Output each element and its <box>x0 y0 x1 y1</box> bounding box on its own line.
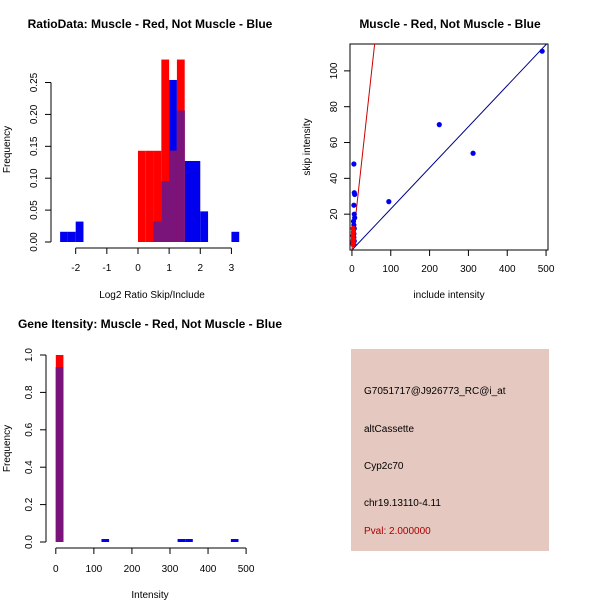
scatter-y-tick-label: 40 <box>329 172 340 184</box>
chromosome-location: chr19.13110-4.11 <box>364 498 441 509</box>
ratio_hist-x-tick-label: 0 <box>135 263 141 274</box>
ratio_hist-x-tick-label: 1 <box>166 263 172 274</box>
ratio_hist-bar-not_muscle <box>192 160 201 242</box>
intensity_hist-bar-overlap <box>55 367 64 542</box>
scatter-point-not-muscle <box>351 161 357 167</box>
intensity_hist-bar-not_muscle <box>230 539 239 542</box>
scatter-y-tick-label: 80 <box>329 101 340 113</box>
scatter-x-tick-label: 300 <box>460 264 477 275</box>
ratio_hist-y-tick-label: 0.25 <box>29 72 40 92</box>
intensity_hist-x-tick-label: 0 <box>53 564 59 575</box>
ratio_hist-y-tick-label: 0.05 <box>29 200 40 220</box>
ratio_hist-y-tick-label: 0.00 <box>29 232 40 252</box>
intensity_hist-x-tick-label: 200 <box>124 564 141 575</box>
ratio_hist-bar-overlap <box>176 110 185 242</box>
scatter-xlabel: include intensity <box>413 290 484 301</box>
scatter-point-muscle <box>350 242 356 248</box>
scatter-x-tick-label: 400 <box>499 264 516 275</box>
scatter-ylabel: skip intensity <box>302 118 313 175</box>
ratio_hist-bar-not_muscle <box>184 160 193 242</box>
intensity_hist-y-tick-label: 1.0 <box>24 348 35 362</box>
ratio_hist-x-tick-label: 3 <box>229 263 235 274</box>
intensity_hist-x-tick-label: 100 <box>86 564 103 575</box>
intensity_hist-x-tick-label: 300 <box>162 564 179 575</box>
ratio_hist-y-tick-label: 0.20 <box>29 104 40 124</box>
ratio_hist-bar-not_muscle <box>200 211 209 242</box>
ratio_hist-title: RatioData: Muscle - Red, Not Muscle - Bl… <box>28 17 273 31</box>
scatter-point-not-muscle <box>539 48 545 54</box>
scatter-point-not-muscle <box>436 122 442 128</box>
ratio_hist-ylabel: Frequency <box>2 126 13 173</box>
ratio_hist-bar-not_muscle <box>60 231 68 242</box>
ratio_hist-x-tick-label: 2 <box>197 263 203 274</box>
intensity_hist-xlabel: Intensity <box>131 590 168 600</box>
gene-info-panel: G7051717@J926773_RC@i_at altCassette Cyp… <box>351 349 549 551</box>
ratio_hist-bar-overlap <box>161 181 170 242</box>
intensity_hist-y-tick-label: 0.6 <box>24 422 35 436</box>
ratio_hist-x-tick-label: -2 <box>71 263 80 274</box>
scatter-y-tick-label: 100 <box>329 62 340 79</box>
intensity_hist-ylabel: Frequency <box>2 425 13 472</box>
scatter-x-tick-label: 200 <box>421 264 438 275</box>
ratio_hist-bar-not_muscle <box>75 221 84 242</box>
intensity_hist-y-tick-label: 0.2 <box>24 497 35 511</box>
intensity_hist-x-tick-label: 400 <box>200 564 217 575</box>
intensity_hist-x-tick-label: 500 <box>238 564 255 575</box>
scatter-point-not-muscle <box>351 202 357 208</box>
intensity_hist-bar-not_muscle <box>177 539 186 542</box>
gene-name: Cyp2c70 <box>364 461 404 472</box>
scatter-blue-line <box>351 44 548 250</box>
ratio_hist-bar-not_muscle <box>231 231 240 242</box>
ratio_hist-xlabel: Log2 Ratio Skip/Include <box>99 290 205 301</box>
probe-id: G7051717@J926773_RC@i_at <box>364 386 506 397</box>
scatter-point-not-muscle <box>386 199 392 205</box>
scatter-marks <box>350 44 548 250</box>
intensity_hist-y-tick-label: 0.0 <box>24 535 35 549</box>
ratio_hist-bar-not_muscle <box>67 231 76 242</box>
ratio_hist-bar-muscle <box>137 150 146 242</box>
intensity_hist-y-tick-label: 0.8 <box>24 385 35 399</box>
ratio_hist-bar-overlap <box>153 221 162 242</box>
scatter-y-tick-label: 20 <box>329 208 340 220</box>
pval-text: Pval: 2.000000 <box>364 526 431 537</box>
event-type: altCassette <box>364 424 415 435</box>
intensity_hist-bar-not_muscle <box>185 539 193 542</box>
scatter-title: Muscle - Red, Not Muscle - Blue <box>359 17 541 31</box>
scatter-y-tick-label: 60 <box>329 137 340 149</box>
ratio_hist-bar-muscle <box>145 150 154 242</box>
scatter-x-tick-label: 0 <box>349 264 355 275</box>
scatter-plot-box <box>349 43 549 251</box>
ratio_hist-y-tick-label: 0.10 <box>29 168 40 188</box>
intensity_hist-bar-not_muscle <box>101 539 110 542</box>
ratio_hist-bar-overlap <box>169 150 177 242</box>
scatter-x-tick-label: 500 <box>538 264 555 275</box>
ratio_hist-bar-muscle <box>161 59 170 242</box>
scatter-point-not-muscle <box>470 150 476 156</box>
ratio_hist-x-tick-label: -1 <box>102 263 111 274</box>
ratio_hist-bar-muscle <box>153 150 162 242</box>
intensity_hist-title: Gene Itensity: Muscle - Red, Not Muscle … <box>18 317 282 331</box>
scatter-point-not-muscle <box>352 191 358 198</box>
scatter-x-tick-label: 100 <box>382 264 399 275</box>
ratio_hist-y-tick-label: 0.15 <box>29 136 40 156</box>
intensity_hist-y-tick-label: 0.4 <box>24 460 35 474</box>
